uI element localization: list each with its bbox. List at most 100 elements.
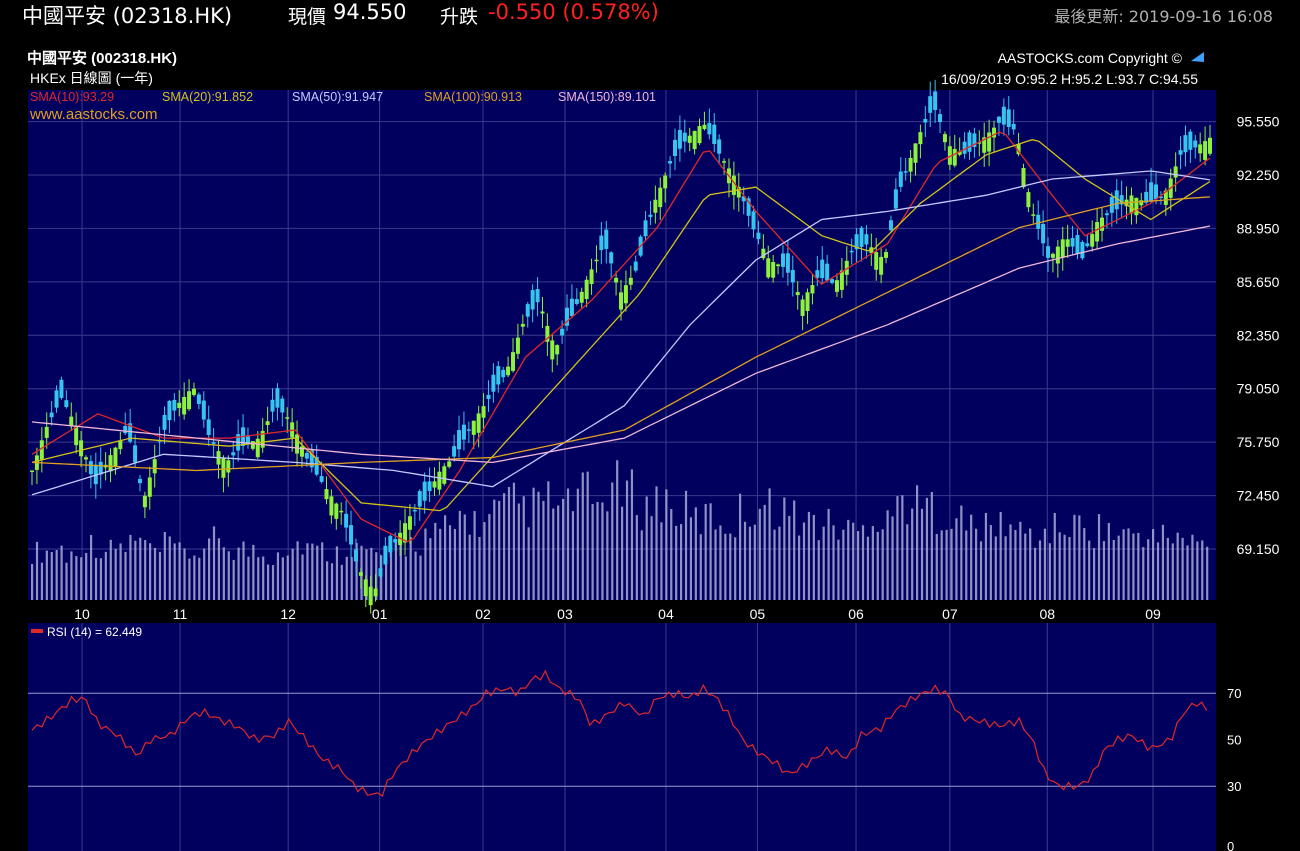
rsi-axis-ticks: 0 30 50 70 <box>1227 686 1241 851</box>
candle-body <box>898 171 903 187</box>
volume-bar <box>50 552 53 600</box>
candle-body <box>1193 140 1198 148</box>
volume-bar <box>1196 541 1199 600</box>
candle-body <box>437 471 442 490</box>
volume-bar <box>1176 532 1179 600</box>
candle-body <box>864 234 869 245</box>
rsi-tick-label: 0 <box>1227 839 1234 851</box>
x-tick-label: 03 <box>557 606 573 622</box>
candle-body <box>211 442 216 444</box>
volume-bar <box>1068 536 1071 600</box>
volume-bar <box>453 529 457 600</box>
candle-body <box>751 211 756 230</box>
candle-body <box>496 366 501 385</box>
volume-bar <box>139 537 142 600</box>
candle-body <box>560 328 565 336</box>
price-label: 現價 <box>288 6 327 28</box>
candle-body <box>952 148 957 166</box>
candle-body <box>574 299 579 304</box>
volume-bar <box>576 488 579 600</box>
volume-bar <box>75 556 78 600</box>
candle-body <box>1036 214 1041 229</box>
candle-body <box>162 414 167 430</box>
volume-bar <box>852 522 855 600</box>
volume-bar <box>350 557 353 600</box>
volume-bar <box>1206 546 1209 600</box>
candle-body <box>93 464 98 485</box>
volume-bar <box>1186 545 1189 600</box>
volume-bar <box>271 565 275 600</box>
volume-bar <box>109 539 112 600</box>
volume-bar <box>999 511 1002 600</box>
volume-bar <box>861 525 865 600</box>
volume-bar <box>85 552 88 600</box>
candle-body <box>481 406 486 418</box>
candle-body <box>1090 234 1095 247</box>
candle-body <box>152 459 157 474</box>
x-tick-label: 06 <box>848 606 864 622</box>
candle-body <box>476 413 481 433</box>
aastocks-logo-icon <box>1191 52 1204 62</box>
candle-body <box>1203 141 1208 160</box>
candle-body <box>1060 239 1065 258</box>
candle-body <box>353 549 358 562</box>
candle-body <box>69 416 74 426</box>
volume-bar <box>734 537 737 600</box>
sma-legend-item: SMA(10):93.29 <box>30 90 114 104</box>
x-tick-label: 04 <box>658 606 674 622</box>
candle-body <box>299 446 304 457</box>
candle-body <box>1163 190 1168 205</box>
candle-body <box>133 445 138 463</box>
candle-body <box>349 525 354 545</box>
volume-bar <box>65 562 68 600</box>
volume-bar <box>468 534 471 600</box>
candle-body <box>1119 195 1124 205</box>
candle-body <box>427 481 432 492</box>
volume-bar <box>512 482 516 600</box>
volume-bar <box>562 498 565 600</box>
candle-body <box>108 455 113 472</box>
candle-body <box>49 412 54 418</box>
candle-body <box>1070 238 1075 247</box>
candle-body <box>996 116 1001 123</box>
candle-body <box>1100 217 1105 231</box>
candle-body <box>1085 243 1090 247</box>
volume-bar <box>330 563 334 600</box>
volume-bar <box>709 503 712 600</box>
volume-bar <box>675 525 678 600</box>
x-tick-label: 11 <box>173 606 188 622</box>
candle-body <box>452 446 457 457</box>
volume-bar <box>335 546 339 600</box>
volume-bar <box>739 493 742 600</box>
volume-bar <box>1058 532 1061 600</box>
candle-body <box>668 161 673 164</box>
candle-body <box>854 234 859 250</box>
candle-body <box>447 461 452 467</box>
volume-bar <box>1019 521 1022 600</box>
volume-bar <box>1147 539 1150 600</box>
volume-bar <box>473 511 476 600</box>
volume-bar <box>704 503 707 600</box>
volume-bar <box>1043 528 1047 600</box>
volume-bar <box>1024 533 1027 600</box>
volume-bar <box>316 545 319 600</box>
volume-bar <box>119 543 122 600</box>
candle-body <box>285 417 290 419</box>
candle-body <box>565 307 570 326</box>
volume-bar <box>1088 540 1091 600</box>
volume-bar <box>596 501 599 600</box>
volume-bar <box>31 564 34 600</box>
volume-bar <box>370 547 373 600</box>
volume-bar <box>1112 540 1115 600</box>
candle-body <box>555 345 560 355</box>
candle-body <box>432 481 437 488</box>
volume-bar <box>640 530 643 600</box>
candle-body <box>412 509 417 512</box>
volume-bar <box>389 544 393 600</box>
volume-bar <box>178 542 181 600</box>
candle-body <box>88 461 93 475</box>
candle-body <box>987 132 992 152</box>
candle-body <box>643 220 648 237</box>
candle-body <box>1001 106 1006 125</box>
candle-body <box>172 399 177 411</box>
